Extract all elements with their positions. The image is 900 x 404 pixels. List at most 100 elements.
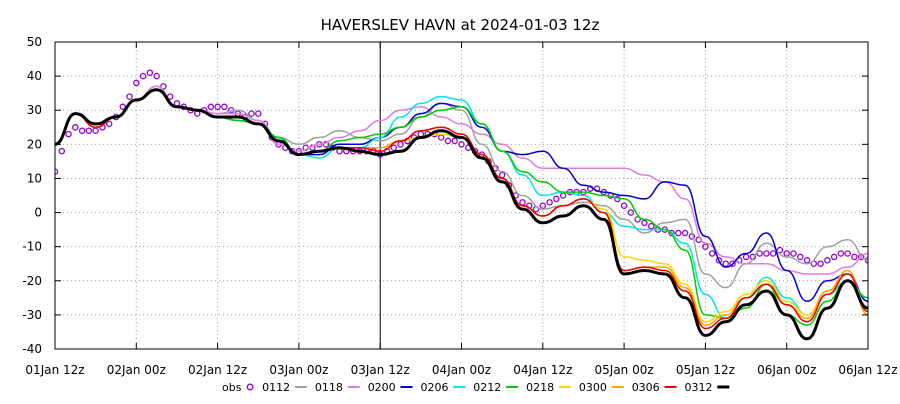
- obs-point: [254, 110, 262, 117]
- y-tick-label: -40: [22, 342, 42, 356]
- obs-point: [851, 253, 858, 261]
- legend-label: 0300: [579, 381, 607, 394]
- legend-label: 0312: [685, 381, 713, 394]
- obs-point: [119, 103, 127, 111]
- obs-point: [519, 199, 526, 206]
- legend-entry-0218: 0218: [526, 381, 571, 394]
- obs-point: [647, 222, 655, 230]
- obs-point: [844, 250, 851, 257]
- obs-point: [248, 110, 255, 117]
- obs-point: [207, 103, 215, 111]
- legend-symbol: [246, 383, 254, 391]
- legend-label: 0306: [632, 381, 660, 394]
- obs-point: [634, 216, 641, 223]
- grid-layer: [54, 41, 869, 350]
- legend-label: 0218: [526, 381, 554, 394]
- chart-title: HAVERSLEV HAVN at 2024-01-03 12z: [321, 16, 600, 34]
- y-tick-label: 40: [27, 69, 42, 83]
- obs-point: [803, 257, 811, 264]
- x-tick-label: 06Jan 00z: [757, 363, 816, 377]
- y-tick-label: 20: [27, 137, 42, 151]
- legend-entry-0112: 0112: [262, 381, 307, 394]
- x-tick-label: 04Jan 12z: [513, 363, 572, 377]
- legend-entry-0306: 0306: [632, 381, 677, 394]
- obs-point: [444, 137, 452, 145]
- legend-entry-0212: 0212: [473, 381, 519, 394]
- legend-label: 0206: [421, 381, 449, 394]
- obs-point: [160, 83, 167, 90]
- legend-entry-0312: 0312: [685, 381, 730, 394]
- obs-point: [78, 127, 86, 134]
- y-tick-label: 50: [27, 35, 42, 49]
- x-tick-label: 02Jan 00z: [107, 363, 166, 377]
- legend-label: 0112: [262, 381, 290, 394]
- obs-point: [857, 253, 865, 261]
- legend-entry-0206: 0206: [421, 381, 466, 394]
- obs-point: [546, 199, 553, 206]
- legend-label: 0200: [368, 381, 396, 394]
- obs-point: [133, 79, 140, 87]
- obs-point: [72, 124, 79, 131]
- y-tick-label: 0: [34, 206, 42, 220]
- axis-layer: 50 40 30 20 10 0 -10 -20 -30 -40 01Jan 12z 02Jan 00…: [22, 35, 897, 377]
- obs-point: [397, 141, 404, 148]
- obs-point: [92, 127, 99, 134]
- series-layer: [55, 69, 868, 341]
- obs-point: [620, 202, 628, 209]
- x-tick-label: 03Jan 00z: [269, 363, 328, 377]
- legend-entry-0200: 0200: [368, 381, 413, 394]
- obs-point: [729, 260, 736, 267]
- obs-point: [681, 229, 689, 237]
- obs-point: [390, 144, 397, 151]
- obs-point: [668, 229, 675, 237]
- legend-label: 0118: [315, 381, 343, 394]
- obs-point: [763, 250, 770, 257]
- obs-point: [742, 253, 750, 261]
- obs-point: [58, 147, 66, 155]
- obs-point: [715, 257, 723, 264]
- series-line-0306: [55, 89, 868, 330]
- obs-point: [837, 250, 845, 257]
- obs-point: [539, 202, 547, 209]
- x-tick-label: 06Jan 12z: [838, 363, 897, 377]
- obs-point: [214, 103, 221, 111]
- series-line-0300: [55, 89, 868, 326]
- y-tick-label: 30: [27, 103, 42, 117]
- obs-point: [797, 253, 804, 261]
- obs-point: [146, 69, 154, 76]
- obs-point: [437, 134, 445, 141]
- obs-point: [708, 250, 716, 257]
- obs-point: [783, 250, 790, 257]
- obs-point: [702, 243, 709, 250]
- obs-point: [126, 93, 133, 100]
- series-line-0212: [55, 89, 868, 326]
- x-tick-label: 02Jan 12z: [188, 363, 247, 377]
- x-tick-label: 05Jan 12z: [676, 363, 735, 377]
- x-tick-label: 01Jan 12z: [25, 363, 84, 377]
- y-tick-label: -30: [22, 308, 42, 322]
- obs-point: [559, 192, 567, 199]
- x-tick-label: 05Jan 00z: [595, 363, 654, 377]
- x-tick-label: 03Jan 12z: [351, 363, 410, 377]
- obs-point: [769, 250, 777, 257]
- obs-point: [627, 209, 635, 216]
- obs-point: [817, 260, 824, 267]
- legend-label: obs: [222, 381, 242, 394]
- y-tick-label: -10: [22, 240, 42, 254]
- x-tick-label: 04Jan 00z: [432, 363, 491, 377]
- obs-point: [790, 250, 797, 257]
- series-line-0200: [55, 89, 868, 302]
- obs-point: [830, 253, 838, 261]
- legend-entry-0300: 0300: [579, 381, 624, 394]
- obs-point: [498, 171, 506, 179]
- obs-point: [105, 120, 113, 128]
- obs-point: [675, 229, 682, 237]
- series-line-0312: [55, 88, 868, 341]
- obs-point: [65, 130, 72, 138]
- obs-point: [722, 260, 729, 267]
- y-tick-label: 10: [27, 171, 42, 185]
- obs-point: [139, 72, 147, 80]
- obs-point: [824, 257, 831, 264]
